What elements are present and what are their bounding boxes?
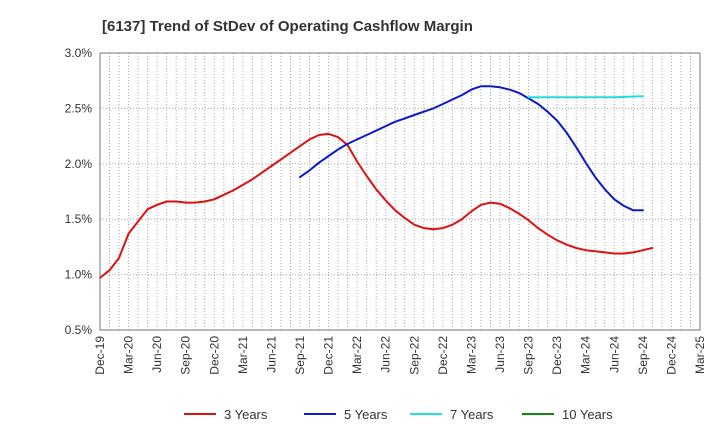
x-tick-label: Mar-20 [122, 336, 136, 374]
x-tick-label: Dec-23 [550, 336, 564, 375]
x-tick-label: Sep-24 [636, 336, 650, 375]
y-tick-label: 3.0% [65, 46, 93, 60]
x-tick-label: Mar-23 [464, 336, 478, 374]
x-tick-label: Mar-21 [236, 336, 250, 374]
x-tick-label: Jun-20 [150, 336, 164, 373]
legend-label: 5 Years [344, 407, 388, 422]
series-line-3-years [99, 132, 654, 279]
x-tick-label: Dec-21 [322, 336, 336, 375]
x-tick-label: Sep-23 [522, 336, 536, 375]
y-tick-label: 2.5% [65, 101, 93, 115]
x-tick-label: Mar-25 [693, 336, 707, 374]
x-tick-label: Sep-20 [179, 336, 193, 375]
x-tick-label: Mar-22 [350, 336, 364, 374]
y-tick-label: 2.0% [65, 157, 93, 171]
x-tick-label: Sep-21 [293, 336, 307, 375]
series-line-5-years [299, 85, 644, 212]
x-tick-label: Dec-20 [207, 336, 221, 375]
x-tick-label: Dec-22 [436, 336, 450, 375]
legend: 3 Years 5 Years 7 Years 10 Years [184, 407, 613, 422]
series-line-7-years [527, 95, 644, 99]
x-tick-label: Dec-24 [664, 336, 678, 375]
x-tick-label: Mar-24 [579, 336, 593, 374]
axes: 0.5% 1.0% 1.5% 2.0% 2.5% 3.0% Dec-19 Mar-20 Jun-… [65, 46, 707, 375]
x-tick-label: Jun-24 [607, 336, 621, 373]
plot-area-frame [99, 52, 701, 331]
x-tick-label: Sep-22 [407, 336, 421, 375]
x-tick-label: Dec-19 [93, 336, 107, 375]
legend-label: 7 Years [450, 407, 494, 422]
chart-title: [6137] Trend of StDev of Operating Cashf… [102, 18, 473, 35]
legend-label: 3 Years [224, 407, 268, 422]
x-tick-label: Jun-23 [493, 336, 507, 373]
x-tick-label: Jun-21 [264, 336, 278, 373]
grid [99, 52, 701, 331]
y-tick-label: 1.5% [65, 212, 93, 226]
y-tick-label: 1.0% [65, 268, 93, 282]
series-lines [99, 85, 654, 279]
x-tick-label: Jun-22 [379, 336, 393, 373]
y-tick-label: 0.5% [65, 323, 93, 337]
legend-label: 10 Years [562, 407, 613, 422]
